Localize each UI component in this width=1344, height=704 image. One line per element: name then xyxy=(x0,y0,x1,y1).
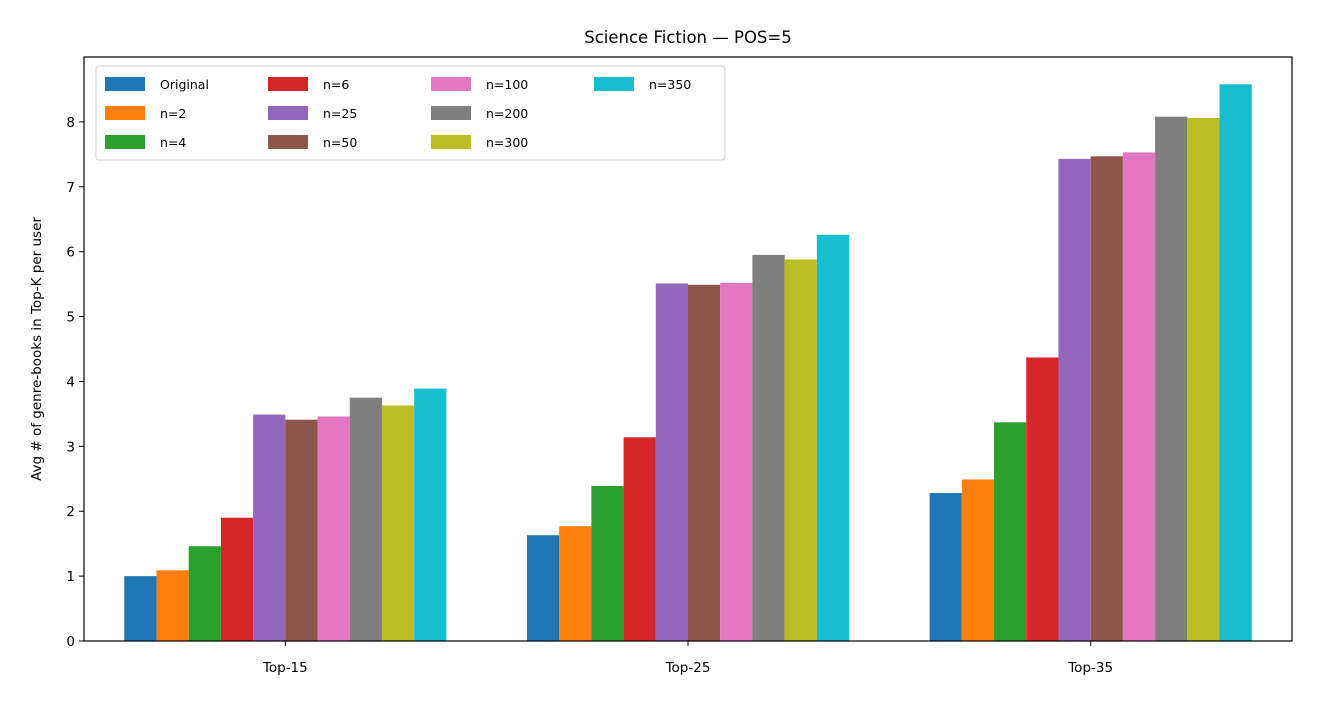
legend-swatch xyxy=(594,77,634,91)
bar-n-6-top-25 xyxy=(623,437,656,641)
bar-n-25-top-15 xyxy=(253,414,286,641)
bar-n-50-top-35 xyxy=(1090,156,1123,641)
legend-swatch xyxy=(105,106,145,120)
y-axis-label: Avg # of genre-books in Top-K per user xyxy=(29,217,45,481)
legend-swatch xyxy=(431,77,471,91)
y-axis: 0 1 2 3 4 5 6 7 8 xyxy=(66,115,84,650)
bar-n-100-top-15 xyxy=(317,416,350,641)
bar-n-100-top-35 xyxy=(1122,152,1156,642)
y-tick-label: 1 xyxy=(66,569,75,585)
y-tick-label: 6 xyxy=(66,245,75,261)
bar-n-4-top-25 xyxy=(591,485,624,641)
y-tick-label: 8 xyxy=(66,115,75,131)
legend-label: n=25 xyxy=(323,106,357,121)
bar-n-4-top-15 xyxy=(188,546,221,641)
bar-n-100-top-25 xyxy=(720,282,753,641)
bar-n-350-top-15 xyxy=(414,388,447,641)
bar-n-50-top-25 xyxy=(688,284,721,641)
bar-n-50-top-15 xyxy=(285,419,318,641)
y-tick-label: 3 xyxy=(66,439,75,455)
legend-label: n=300 xyxy=(486,135,528,150)
bar-n-4-top-35 xyxy=(994,422,1027,641)
bar-n-350-top-35 xyxy=(1219,84,1252,641)
bar-n-25-top-35 xyxy=(1058,158,1091,641)
bar-n-2-top-25 xyxy=(559,526,592,641)
bar-n-300-top-15 xyxy=(381,405,415,641)
bar-n-300-top-35 xyxy=(1187,117,1220,642)
y-tick-label: 7 xyxy=(66,180,75,196)
y-tick-label: 2 xyxy=(66,504,75,520)
x-tick-label: Top-35 xyxy=(1067,660,1113,676)
bar-n-6-top-35 xyxy=(1026,357,1059,641)
bar-original-top-25 xyxy=(526,535,560,641)
legend-swatch xyxy=(431,106,471,120)
legend-swatch xyxy=(268,106,308,120)
bar-n-2-top-35 xyxy=(961,479,995,641)
legend-label: n=6 xyxy=(323,77,349,92)
bar-n-200-top-25 xyxy=(752,254,785,641)
chart-title: Science Fiction — POS=5 xyxy=(584,28,791,47)
legend-label: n=2 xyxy=(160,106,186,121)
bars-group xyxy=(124,84,1252,642)
legend: Original n=2 n=4 n=6 n=25 n=50 n=100 n=200 n=300… xyxy=(95,65,726,161)
bar-n-350-top-25 xyxy=(816,234,850,641)
y-tick-label: 4 xyxy=(66,374,75,390)
legend-swatch xyxy=(105,77,145,91)
legend-label: n=4 xyxy=(160,135,186,150)
legend-label: n=50 xyxy=(323,135,357,150)
legend-swatch xyxy=(268,135,308,149)
legend-swatch xyxy=(431,135,471,149)
legend-label: Original xyxy=(160,77,209,92)
y-tick-label: 0 xyxy=(66,634,75,650)
legend-swatch xyxy=(268,77,308,91)
bar-n-2-top-15 xyxy=(156,570,189,641)
bar-n-6-top-15 xyxy=(220,517,254,641)
x-axis: Top-15 Top-25 Top-35 xyxy=(262,641,1113,676)
bar-original-top-35 xyxy=(929,493,962,641)
x-tick-label: Top-15 xyxy=(262,660,308,676)
y-tick-label: 5 xyxy=(66,310,75,326)
x-tick-label: Top-25 xyxy=(665,660,711,676)
bar-n-300-top-25 xyxy=(784,259,817,641)
bar-n-200-top-15 xyxy=(349,397,382,641)
bar-n-25-top-25 xyxy=(655,283,688,641)
bar-original-top-15 xyxy=(124,576,157,641)
legend-label: n=100 xyxy=(486,77,528,92)
bar-n-200-top-35 xyxy=(1155,116,1188,642)
legend-box xyxy=(95,65,726,161)
legend-label: n=350 xyxy=(649,77,691,92)
legend-swatch xyxy=(105,135,145,149)
legend-label: n=200 xyxy=(486,106,528,121)
plot-frame xyxy=(83,56,1293,642)
